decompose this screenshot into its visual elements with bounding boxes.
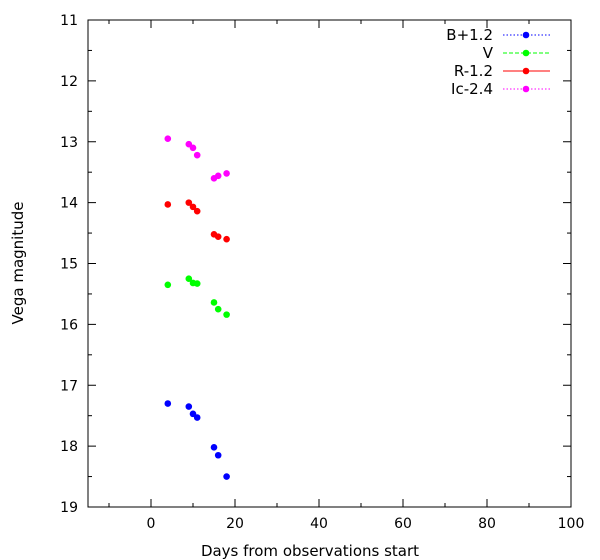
- data-point: [164, 201, 172, 208]
- data-point: [214, 172, 222, 180]
- data-point: [193, 207, 201, 215]
- x-tick-label: 60: [394, 516, 412, 532]
- data-point: [189, 203, 197, 211]
- legend-label: Ic-2.4: [451, 80, 493, 98]
- x-axis: 0 20 40 60 80 100: [108, 20, 585, 532]
- y-tick-label: 12: [60, 74, 78, 90]
- data-point: [193, 280, 201, 287]
- data-point: [185, 403, 193, 410]
- data-point: [214, 305, 222, 313]
- y-tick-label: 16: [60, 317, 78, 333]
- legend-label: V: [483, 44, 494, 62]
- y-tick-label: 13: [60, 135, 78, 151]
- data-point: [223, 311, 230, 318]
- data-point: [185, 275, 193, 283]
- data-point: [164, 135, 172, 143]
- data-point: [223, 473, 230, 480]
- series-3: [164, 135, 230, 182]
- series-0: [164, 400, 230, 480]
- legend-marker: [522, 67, 530, 75]
- data-point: [185, 199, 193, 206]
- data-point: [214, 233, 222, 241]
- series-2: [164, 199, 230, 243]
- legend-label: R-1.2: [454, 62, 493, 80]
- data-point: [210, 299, 218, 306]
- y-tick-label: 17: [60, 378, 78, 394]
- y-axis: 11 12 13 14 15 16 17 18 19: [60, 13, 571, 516]
- data-point: [193, 151, 201, 159]
- data-point: [164, 400, 172, 407]
- legend-marker: [522, 85, 530, 93]
- x-tick-label: 40: [310, 516, 328, 532]
- x-tick-label: 100: [558, 516, 585, 532]
- x-axis-label: Days from observations start: [201, 542, 419, 560]
- y-tick-label: 15: [60, 257, 78, 273]
- y-tick-label: 19: [60, 500, 78, 516]
- data-point: [223, 170, 230, 177]
- data-point: [193, 414, 201, 421]
- legend: B+1.2VR-1.2Ic-2.4: [446, 26, 550, 98]
- x-tick-label: 0: [147, 516, 156, 532]
- data-point: [210, 444, 218, 451]
- data-point: [214, 451, 222, 459]
- y-axis-label: Vega magnitude: [9, 202, 27, 325]
- plot-frame: [87, 19, 572, 508]
- legend-label: B+1.2: [446, 26, 493, 44]
- series-1: [164, 275, 230, 318]
- y-tick-label: 14: [60, 196, 78, 212]
- legend-marker: [522, 49, 530, 57]
- data-point: [223, 235, 230, 243]
- x-tick-label: 80: [478, 516, 496, 532]
- y-tick-label: 18: [60, 439, 78, 455]
- data-point: [189, 144, 197, 152]
- x-tick-label: 20: [226, 516, 244, 532]
- legend-marker: [522, 31, 530, 39]
- y-tick-label: 11: [60, 13, 78, 29]
- data-point: [164, 281, 172, 289]
- data-series: [164, 135, 230, 480]
